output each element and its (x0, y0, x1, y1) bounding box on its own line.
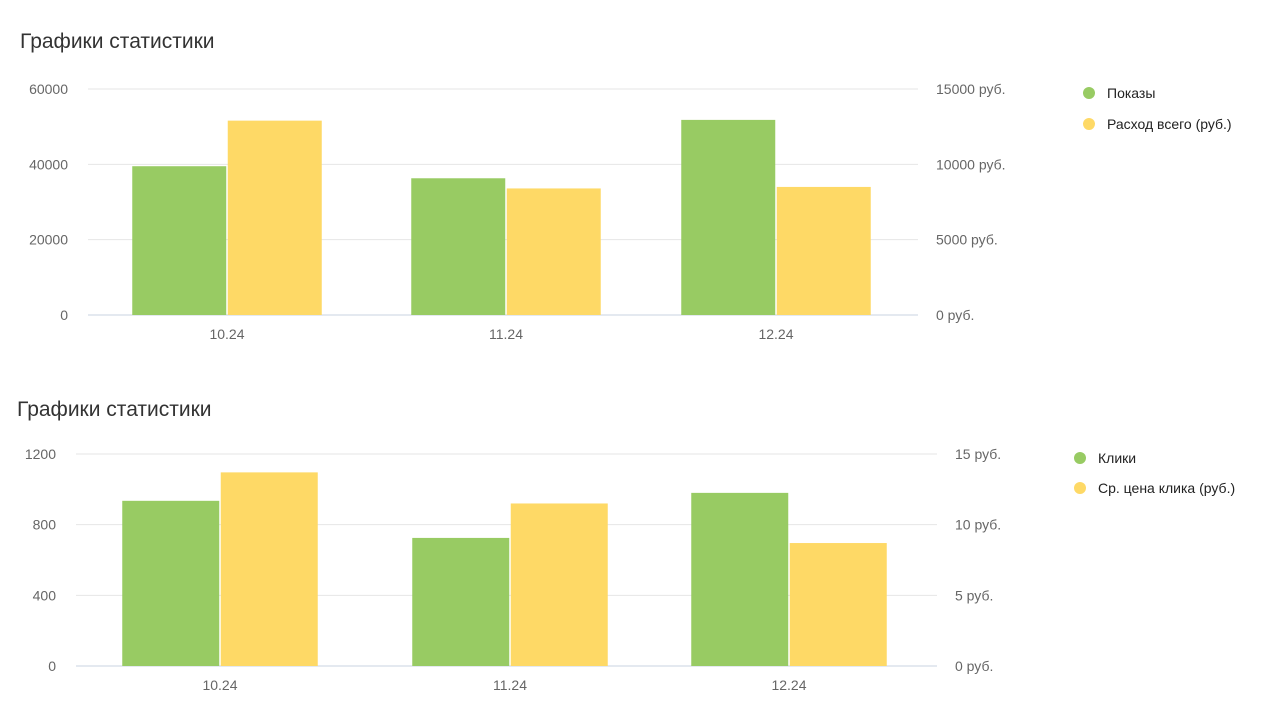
impressions-spend-chart: 0 20000 40000 60000 0 руб. 5000 руб. 10000 руб… (29, 81, 1232, 342)
y-left-tick-label: 40000 (29, 156, 68, 172)
chart-title: Графики статистики (17, 398, 212, 421)
x-tick-label: 12.24 (758, 326, 793, 342)
y-right-tick-label: 10000 руб. (936, 156, 1006, 172)
x-tick-label: 10.24 (209, 326, 244, 342)
x-tick-label: 11.24 (493, 677, 527, 693)
y-right-tick-label: 10 руб. (955, 517, 1001, 533)
x-tick-label: 12.24 (771, 677, 806, 693)
bar (227, 120, 322, 315)
bar (220, 472, 318, 666)
x-tick-label: 10.24 (202, 677, 237, 693)
bar (411, 178, 506, 315)
bar (412, 537, 510, 666)
legend-marker (1083, 118, 1095, 130)
legend-marker (1074, 482, 1086, 494)
x-tick-label: 11.24 (489, 326, 523, 342)
y-left-tick-label: 800 (33, 517, 57, 533)
bar (122, 500, 220, 666)
bar (681, 119, 776, 316)
bar (789, 543, 887, 666)
legend-label: Показы (1107, 85, 1155, 101)
y-left-tick-label: 400 (33, 587, 57, 603)
y-left-tick-label: 60000 (29, 81, 68, 97)
chart-title: Графики статистики (20, 30, 215, 53)
legend-label: Клики (1098, 450, 1136, 466)
y-left-tick-label: 0 (60, 307, 68, 323)
y-right-tick-label: 15 руб. (955, 446, 1001, 462)
bar (506, 188, 601, 315)
y-right-tick-label: 5000 руб. (936, 232, 998, 248)
y-left-tick-label: 20000 (29, 232, 68, 248)
legend: Клики Ср. цена клика (руб.) (1074, 450, 1235, 496)
bars (132, 119, 871, 316)
y-left-tick-label: 1200 (25, 446, 56, 462)
bar (510, 503, 608, 666)
y-right-tick-label: 5 руб. (955, 587, 993, 603)
bars (122, 472, 887, 666)
legend-label: Расход всего (руб.) (1107, 116, 1232, 132)
y-right-tick-label: 0 руб. (955, 658, 993, 674)
legend-label: Ср. цена клика (руб.) (1098, 480, 1235, 496)
y-left-tick-label: 0 (48, 658, 56, 674)
legend-marker (1074, 452, 1086, 464)
bar (691, 492, 789, 666)
bar (776, 186, 871, 315)
legend-marker (1083, 87, 1095, 99)
y-right-tick-label: 0 руб. (936, 307, 974, 323)
legend: Показы Расход всего (руб.) (1083, 85, 1232, 132)
y-right-tick-label: 15000 руб. (936, 81, 1006, 97)
bar (132, 166, 227, 315)
